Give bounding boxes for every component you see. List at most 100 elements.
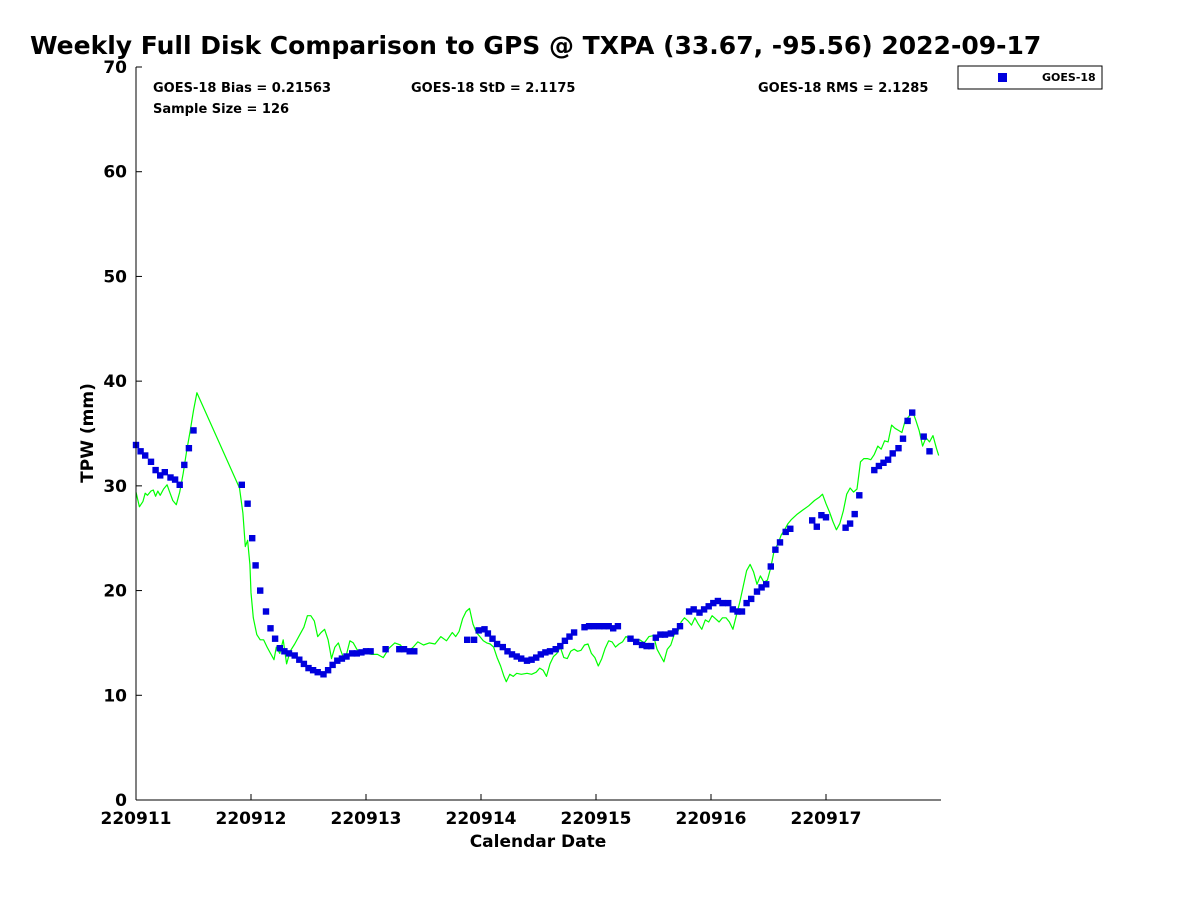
goes-18-point <box>185 445 193 452</box>
goes-18-point <box>475 627 482 634</box>
goes-18-point <box>904 417 911 425</box>
goes-18-point <box>920 433 927 440</box>
goes-18-point <box>320 671 327 678</box>
goes-18-point <box>314 669 321 676</box>
goes-18-point <box>661 631 669 638</box>
goes-18-point <box>667 630 674 637</box>
goes-18-point <box>267 625 274 632</box>
y-tick-label: 60 <box>103 163 127 183</box>
goes-18-point <box>899 435 907 442</box>
goes-18-point <box>396 646 403 653</box>
chart-title: Weekly Full Disk Comparison to GPS @ TXP… <box>30 31 1041 60</box>
goes-18-point <box>880 459 887 466</box>
y-tick-label: 30 <box>103 477 127 497</box>
goes-18-point <box>533 654 540 661</box>
goes-18-point <box>190 427 197 434</box>
goes-18-point <box>249 535 256 542</box>
goes-18-point <box>856 492 863 499</box>
bias-stat: GOES-18 Bias = 0.21563 <box>153 81 331 96</box>
goes-18-point <box>382 646 389 653</box>
goes-18-point <box>157 472 164 479</box>
legend: GOES-18 <box>957 65 1103 90</box>
x-axis-label: Calendar Date <box>470 832 607 852</box>
goes-18-point <box>411 648 418 655</box>
goes-18-point <box>846 520 854 527</box>
legend-marker-goes-18 <box>998 73 1007 82</box>
goes-18-point <box>676 623 684 630</box>
goes-18-point <box>161 469 168 476</box>
goes-18-point <box>493 640 501 648</box>
goes-18-series <box>132 409 933 678</box>
goes-18-point <box>926 448 933 455</box>
goes-18-point <box>705 603 712 610</box>
goes-18-point <box>338 655 346 662</box>
goes-18-point <box>753 588 761 595</box>
y-tick-label: 10 <box>103 686 127 706</box>
x-axis-ticks: 220911 220912 220913 220914 220915 220916 2209… <box>101 794 862 829</box>
goes-18-point <box>285 650 293 657</box>
goes-18-point <box>508 651 516 658</box>
goes-18-point <box>489 635 496 642</box>
goes-18-point <box>657 631 664 638</box>
goes-18-point <box>147 458 155 465</box>
x-tick-label: 220917 <box>791 809 862 829</box>
goes-18-point <box>719 599 726 607</box>
x-tick-label: 220914 <box>446 809 517 829</box>
goes-18-point <box>400 646 408 653</box>
goes-18-point <box>638 641 646 649</box>
goes-18-point <box>633 638 640 646</box>
goes-18-point <box>875 462 883 470</box>
goes-18-point <box>542 649 549 656</box>
goes-18-point <box>690 606 697 613</box>
goes-18-point <box>167 474 174 481</box>
goes-18-point <box>552 646 559 653</box>
goes-18-point <box>871 466 878 474</box>
goes-18-point <box>818 512 825 519</box>
legend-box <box>957 65 1103 90</box>
goes-18-point <box>181 461 188 469</box>
y-tick-label: 70 <box>103 58 127 78</box>
goes-18-point <box>648 642 655 650</box>
legend-label-goes-18: GOES-18 <box>1042 71 1096 84</box>
goes-18-point <box>909 409 916 416</box>
goes-18-point <box>685 608 693 615</box>
goes-18-point <box>484 630 492 637</box>
goes-18-point <box>464 636 471 643</box>
goes-18-point <box>358 649 365 656</box>
y-tick-label: 50 <box>103 267 127 287</box>
goes-18-point <box>257 587 264 594</box>
goes-18-point <box>884 456 892 463</box>
goes-18-point <box>176 481 183 488</box>
goes-18-point <box>643 642 650 650</box>
goes-18-point <box>252 562 259 569</box>
goes-18-point <box>672 628 679 635</box>
goes-18-point <box>513 653 520 660</box>
goes-18-point <box>652 634 659 641</box>
goes-18-point <box>822 514 830 521</box>
goes-18-point <box>276 645 283 652</box>
goes-18-point <box>734 608 741 615</box>
goes-18-point <box>504 648 511 655</box>
goes-18-point <box>700 606 708 613</box>
goes-18-point <box>518 655 525 662</box>
goes-18-point <box>610 625 617 632</box>
goes-18-point <box>238 481 245 488</box>
goes-18-point <box>353 650 360 657</box>
goes-18-point <box>590 623 597 630</box>
goes-18-point <box>367 648 374 655</box>
x-tick-label: 220913 <box>331 809 402 829</box>
y-tick-label: 40 <box>103 372 127 392</box>
rms-stat: GOES-18 RMS = 2.1285 <box>758 81 928 96</box>
goes-18-point <box>596 623 603 630</box>
goes-18-point <box>772 546 779 553</box>
goes-18-point <box>627 635 634 642</box>
x-tick-label: 220912 <box>216 809 287 829</box>
goes-18-point <box>743 599 750 607</box>
goes-18-point <box>782 528 789 536</box>
goes-18-point <box>714 597 722 605</box>
goes-18-point <box>561 637 569 644</box>
goes-18-point <box>244 500 251 507</box>
x-tick-label: 220916 <box>676 809 747 829</box>
goes-18-point <box>738 608 746 615</box>
goes-18-point <box>809 517 816 524</box>
